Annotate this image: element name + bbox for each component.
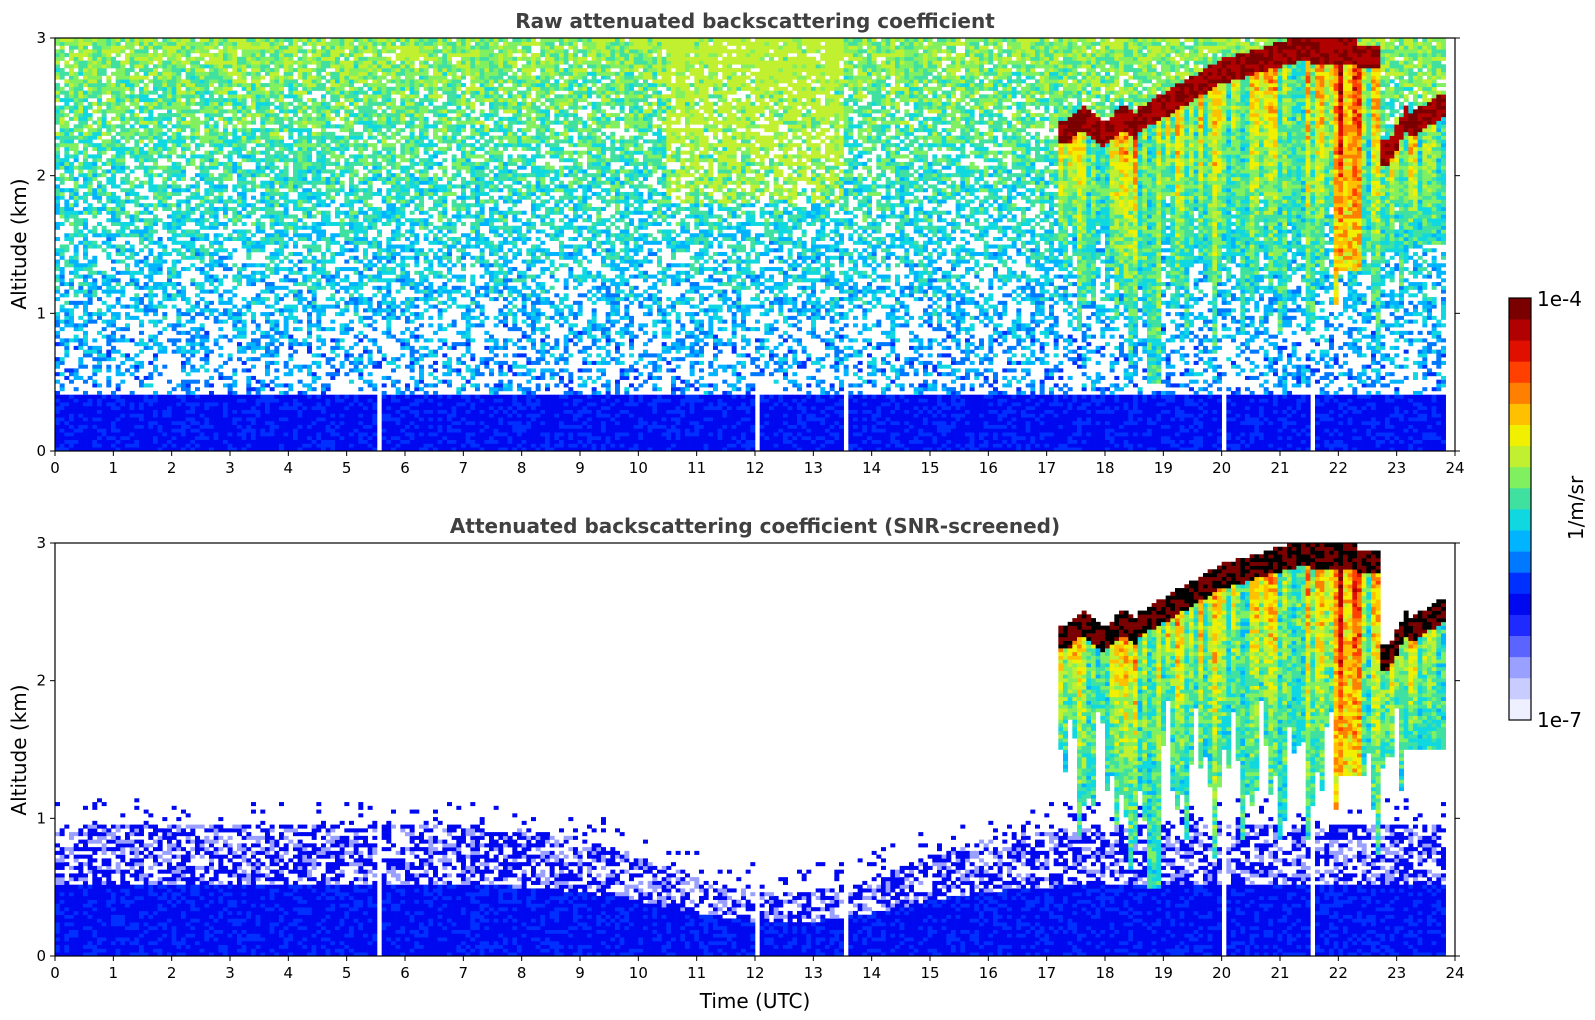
panel-screened-heatmap <box>55 543 1446 956</box>
colorbar-unit-label: 1/m/sr <box>1564 475 1588 540</box>
x-tick-label: 3 <box>225 964 235 982</box>
colorbar-step <box>1509 509 1531 531</box>
x-tick-label: 24 <box>1445 964 1464 982</box>
x-tick-label: 10 <box>629 459 648 477</box>
x-tick-label: 16 <box>979 459 998 477</box>
x-tick-label: 12 <box>745 964 764 982</box>
x-tick-label: 21 <box>1270 459 1289 477</box>
panel-screened-title: Attenuated backscattering coefficient (S… <box>450 514 1060 538</box>
colorbar-step <box>1509 636 1531 658</box>
panel-screened-x-axis: 0 1 2 3 4 5 6 7 8 9 10 11 12 13 14 15 16 17 18 19 20 21 22 23 24 <box>50 956 1464 982</box>
x-tick-label: 3 <box>225 459 235 477</box>
x-tick-label: 11 <box>687 964 706 982</box>
colorbar-step <box>1509 657 1531 679</box>
x-tick-label: 2 <box>167 964 177 982</box>
x-tick-label: 5 <box>342 964 352 982</box>
x-tick-label: 7 <box>459 459 469 477</box>
x-tick-label: 24 <box>1445 459 1464 477</box>
x-tick-label: 21 <box>1270 964 1289 982</box>
x-tick-label: 14 <box>862 459 881 477</box>
x-tick-label: 16 <box>979 964 998 982</box>
colorbar-step <box>1509 425 1531 447</box>
y-tick-label: 3 <box>36 534 46 552</box>
panel-screened-xlabel: Time (UTC) <box>699 989 811 1013</box>
colorbar-max-label: 1e-4 <box>1537 287 1582 311</box>
y-tick-label: 2 <box>36 672 46 690</box>
x-tick-label: 0 <box>50 964 60 982</box>
colorbar-step <box>1509 404 1531 426</box>
x-tick-label: 17 <box>1037 459 1056 477</box>
x-tick-label: 1 <box>109 459 119 477</box>
x-tick-label: 20 <box>1212 459 1231 477</box>
colorbar-step <box>1509 699 1531 721</box>
y-tick-label: 0 <box>36 947 46 965</box>
x-tick-label: 10 <box>629 964 648 982</box>
x-tick-label: 6 <box>400 459 410 477</box>
x-tick-label: 11 <box>687 459 706 477</box>
x-tick-label: 5 <box>342 459 352 477</box>
x-tick-label: 13 <box>804 964 823 982</box>
x-tick-label: 22 <box>1329 964 1348 982</box>
x-tick-label: 7 <box>459 964 469 982</box>
x-tick-label: 15 <box>920 459 939 477</box>
colorbar-step <box>1509 615 1531 637</box>
y-tick-label: 1 <box>36 304 46 322</box>
x-tick-label: 0 <box>50 459 60 477</box>
x-tick-label: 22 <box>1329 459 1348 477</box>
colorbar: 1e-4 1e-7 1/m/sr <box>1509 287 1588 732</box>
x-tick-label: 19 <box>1154 459 1173 477</box>
panel-raw-ylabel: Altitude (km) <box>7 178 31 309</box>
colorbar-step <box>1509 572 1531 594</box>
x-tick-label: 8 <box>517 459 527 477</box>
x-tick-label: 9 <box>575 964 585 982</box>
colorbar-step <box>1509 488 1531 510</box>
colorbar-min-label: 1e-7 <box>1537 708 1582 732</box>
colorbar-step <box>1509 382 1531 404</box>
x-tick-label: 8 <box>517 964 527 982</box>
panel-raw: Raw attenuated backscattering coefficien… <box>7 9 1465 477</box>
y-tick-label: 2 <box>36 167 46 185</box>
x-tick-label: 4 <box>284 459 294 477</box>
y-tick-label: 0 <box>36 442 46 460</box>
x-tick-label: 12 <box>745 459 764 477</box>
panel-raw-x-axis: 0 1 2 3 4 5 6 7 8 9 10 11 12 13 14 15 16 17 18 19 20 21 22 23 24 <box>50 451 1464 477</box>
colorbar-steps <box>1509 298 1531 720</box>
colorbar-step <box>1509 340 1531 362</box>
x-tick-label: 9 <box>575 459 585 477</box>
colorbar-step <box>1509 467 1531 489</box>
panel-screened: Attenuated backscattering coefficient (S… <box>7 514 1465 1013</box>
x-tick-label: 18 <box>1095 964 1114 982</box>
panel-raw-title: Raw attenuated backscattering coefficien… <box>515 9 995 33</box>
colorbar-step <box>1509 446 1531 468</box>
panel-screened-ylabel: Altitude (km) <box>7 684 31 815</box>
y-tick-label: 3 <box>36 29 46 47</box>
panel-raw-heatmap <box>55 38 1446 451</box>
x-tick-label: 15 <box>920 964 939 982</box>
colorbar-step <box>1509 319 1531 341</box>
x-tick-label: 19 <box>1154 964 1173 982</box>
x-tick-label: 20 <box>1212 964 1231 982</box>
x-tick-label: 18 <box>1095 459 1114 477</box>
y-tick-label: 1 <box>36 809 46 827</box>
x-tick-label: 14 <box>862 964 881 982</box>
x-tick-label: 17 <box>1037 964 1056 982</box>
x-tick-label: 23 <box>1387 964 1406 982</box>
colorbar-step <box>1509 361 1531 383</box>
x-tick-label: 6 <box>400 964 410 982</box>
colorbar-step <box>1509 678 1531 700</box>
colorbar-step <box>1509 530 1531 552</box>
colorbar-step <box>1509 551 1531 573</box>
colorbar-step <box>1509 593 1531 615</box>
x-tick-label: 2 <box>167 459 177 477</box>
x-tick-label: 1 <box>109 964 119 982</box>
colorbar-step <box>1509 298 1531 320</box>
x-tick-label: 13 <box>804 459 823 477</box>
x-tick-label: 23 <box>1387 459 1406 477</box>
x-tick-label: 4 <box>284 964 294 982</box>
